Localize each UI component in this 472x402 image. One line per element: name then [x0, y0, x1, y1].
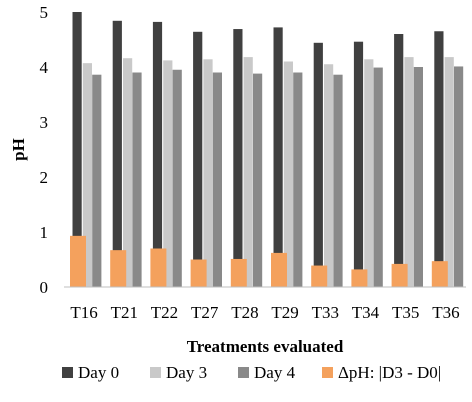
x-tick-label: T16 — [70, 303, 97, 322]
bar-day-0-t28 — [233, 29, 243, 288]
bar-delta-ph-t21 — [110, 250, 127, 287]
bar-day-3-t35 — [404, 57, 414, 287]
y-tick-label: 1 — [40, 223, 49, 242]
bar-day-0-t35 — [394, 34, 404, 287]
bar-day-3-t22 — [163, 60, 173, 288]
bar-day-4-t28 — [253, 73, 263, 287]
x-axis-ticks: T16 T21 T22 T27 T28 T29 T33 T34 T35 T36 — [70, 303, 459, 322]
bar-series — [70, 12, 464, 288]
bar-delta-ph-t16 — [70, 235, 86, 287]
bar-day-4-t33 — [333, 74, 343, 287]
bar-delta-ph-t22 — [150, 248, 167, 287]
legend-swatch — [62, 367, 73, 378]
legend-label: Day 0 — [78, 363, 119, 382]
bar-day-0-t36 — [434, 31, 444, 287]
bar-delta-ph-t36 — [431, 261, 448, 287]
x-tick-label: T33 — [312, 303, 339, 322]
x-tick-label: T36 — [432, 303, 459, 322]
y-tick-label: 4 — [40, 58, 49, 77]
bar-delta-ph-t33 — [311, 265, 328, 287]
legend-item-day-3: Day 3 — [150, 363, 207, 382]
x-axis-title: Treatments evaluated — [187, 337, 344, 356]
y-axis-ticks: 0 1 2 3 4 5 — [40, 3, 49, 297]
bar-day-4-t27 — [212, 72, 222, 287]
x-tick-label: T27 — [191, 303, 219, 322]
y-tick-label: 3 — [40, 113, 49, 132]
bar-day-3-t36 — [444, 57, 454, 287]
bar-day-0-t34 — [353, 41, 364, 288]
bar-day-0-t27 — [193, 31, 203, 287]
bar-day-4-t29 — [293, 72, 303, 287]
x-tick-label: T22 — [151, 303, 178, 322]
y-axis-title: pH — [9, 138, 28, 161]
bar-day-4-t35 — [413, 67, 423, 287]
bar-day-3-t21 — [123, 58, 133, 288]
bar-day-0-t16 — [72, 12, 82, 287]
bar-day-4-t22 — [172, 69, 182, 287]
legend-label: Day 4 — [254, 363, 296, 382]
bar-day-3-t33 — [324, 64, 334, 287]
bar-delta-ph-t35 — [391, 263, 408, 287]
legend-label: Day 3 — [166, 363, 207, 382]
x-tick-label: T35 — [392, 303, 419, 322]
bar-day-0-t22 — [152, 21, 163, 288]
bar-day-3-t27 — [203, 59, 213, 287]
bar-day-0-t33 — [313, 42, 323, 287]
legend-item--ph-d3-d0-: ΔpH: |D3 - D0| — [322, 363, 441, 382]
bar-day-4-t16 — [92, 74, 102, 287]
bar-delta-ph-t29 — [271, 252, 287, 287]
legend-swatch — [150, 367, 161, 378]
x-tick-label: T28 — [231, 303, 258, 322]
bar-delta-ph-t27 — [190, 259, 207, 287]
bar-day-4-t34 — [373, 67, 383, 287]
bar-day-3-t28 — [243, 57, 253, 287]
bar-day-0-t29 — [273, 27, 283, 288]
y-tick-label: 0 — [40, 278, 49, 297]
legend-item-day-4: Day 4 — [238, 363, 296, 382]
legend-swatch — [238, 367, 249, 378]
x-tick-label: T34 — [352, 303, 380, 322]
x-tick-label: T21 — [111, 303, 138, 322]
bar-day-4-t36 — [454, 66, 464, 287]
y-tick-label: 5 — [40, 3, 49, 22]
bar-day-3-t34 — [364, 59, 374, 287]
legend-label: ΔpH: |D3 - D0| — [338, 363, 441, 382]
legend-swatch — [322, 367, 333, 378]
y-tick-label: 2 — [40, 168, 49, 187]
x-tick-label: T29 — [271, 303, 298, 322]
bar-day-3-t29 — [283, 61, 293, 287]
bar-day-4-t21 — [132, 72, 142, 287]
legend: Day 0 Day 3 Day 4 ΔpH: |D3 - D0| — [62, 363, 441, 382]
bar-day-3-t16 — [82, 63, 92, 288]
bar-delta-ph-t34 — [351, 269, 368, 287]
bar-day-0-t21 — [112, 20, 122, 288]
legend-item-day-0: Day 0 — [62, 363, 119, 382]
bar-delta-ph-t28 — [230, 258, 247, 287]
